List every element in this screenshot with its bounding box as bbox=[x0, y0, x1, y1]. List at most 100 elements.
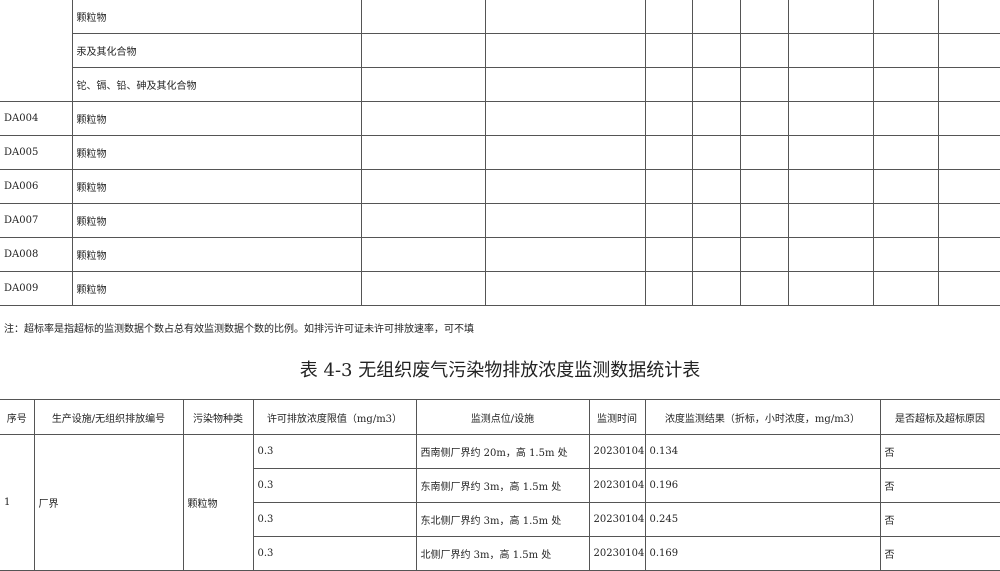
exceed-cell: 否 bbox=[879, 502, 1000, 537]
table-row: DA004 颗粒物 bbox=[0, 101, 1000, 136]
empty-cell bbox=[872, 101, 939, 136]
empty-cell bbox=[787, 33, 874, 68]
result-cell: 0.169 bbox=[644, 536, 881, 571]
empty-cell bbox=[360, 135, 486, 170]
empty-cell bbox=[872, 0, 939, 34]
empty-cell bbox=[872, 271, 939, 306]
header-cell: 许可排放浓度限值（mg/m3） bbox=[252, 399, 417, 435]
table-row: DA009 颗粒物 bbox=[0, 271, 1000, 306]
empty-cell bbox=[691, 237, 741, 272]
empty-cell bbox=[739, 203, 789, 238]
outlet-id-cell: DA007 bbox=[0, 203, 73, 238]
empty-cell bbox=[787, 237, 874, 272]
header-cell: 监测点位/设施 bbox=[415, 399, 590, 435]
outlet-id-cell: DA005 bbox=[0, 135, 73, 170]
empty-cell bbox=[739, 169, 789, 204]
empty-cell bbox=[484, 33, 646, 68]
table-row: DA005 颗粒物 bbox=[0, 135, 1000, 170]
empty-cell bbox=[937, 169, 1000, 204]
empty-cell bbox=[872, 237, 939, 272]
empty-cell bbox=[644, 135, 693, 170]
monitoring-point-cell: 北侧厂界约 3m，高 1.5m 处 bbox=[415, 536, 590, 571]
empty-cell bbox=[739, 0, 789, 34]
exceed-cell: 否 bbox=[879, 434, 1000, 469]
facility-cell: 厂界 bbox=[33, 434, 184, 571]
header-cell: 浓度监测结果（折标，小时浓度，mg/m3） bbox=[644, 399, 881, 435]
empty-cell bbox=[484, 271, 646, 306]
empty-cell bbox=[360, 203, 486, 238]
outlet-id-cell bbox=[0, 0, 73, 102]
empty-cell bbox=[787, 67, 874, 102]
table-row: 0.3 北侧厂界约 3m，高 1.5m 处 20230104 0.169 否 bbox=[0, 536, 1000, 571]
monitoring-time-cell: 20230104 bbox=[588, 468, 646, 503]
result-cell: 0.245 bbox=[644, 502, 881, 537]
empty-cell bbox=[691, 33, 741, 68]
empty-cell bbox=[644, 101, 693, 136]
empty-cell bbox=[644, 203, 693, 238]
result-cell: 0.196 bbox=[644, 468, 881, 503]
empty-cell bbox=[691, 135, 741, 170]
empty-cell bbox=[937, 135, 1000, 170]
empty-cell bbox=[872, 33, 939, 68]
empty-cell bbox=[787, 271, 874, 306]
empty-cell bbox=[644, 169, 693, 204]
empty-cell bbox=[937, 237, 1000, 272]
empty-cell bbox=[360, 67, 486, 102]
empty-cell bbox=[937, 203, 1000, 238]
empty-cell bbox=[360, 237, 486, 272]
empty-cell bbox=[937, 33, 1000, 68]
empty-cell bbox=[644, 271, 693, 306]
pollutant-cell: 颗粒物 bbox=[182, 434, 254, 571]
pollutant-cell: 颗粒物 bbox=[71, 101, 362, 136]
exceed-cell: 否 bbox=[879, 468, 1000, 503]
empty-cell bbox=[787, 169, 874, 204]
empty-cell bbox=[691, 169, 741, 204]
empty-cell bbox=[484, 237, 646, 272]
outlet-id-cell: DA009 bbox=[0, 271, 73, 306]
table-row: 铊、镉、铅、砷及其化合物 bbox=[0, 67, 1000, 102]
empty-cell bbox=[360, 0, 486, 34]
table-row: 汞及其化合物 bbox=[0, 33, 1000, 68]
empty-cell bbox=[691, 203, 741, 238]
outlet-id-cell: DA004 bbox=[0, 101, 73, 136]
pollutant-cell: 颗粒物 bbox=[71, 169, 362, 204]
outlet-id-cell: DA008 bbox=[0, 237, 73, 272]
empty-cell bbox=[739, 271, 789, 306]
empty-cell bbox=[484, 0, 646, 34]
pollutant-cell: 颗粒物 bbox=[71, 135, 362, 170]
empty-cell bbox=[644, 237, 693, 272]
pollutant-cell: 颗粒物 bbox=[71, 203, 362, 238]
pollutant-cell: 颗粒物 bbox=[71, 271, 362, 306]
outlet-id-cell: DA006 bbox=[0, 169, 73, 204]
table-header-row: 序号 生产设施/无组织排放编号 污染物种类 许可排放浓度限值（mg/m3） 监测… bbox=[0, 399, 1000, 435]
table-row: DA008 颗粒物 bbox=[0, 237, 1000, 272]
pollutant-cell: 铊、镉、铅、砷及其化合物 bbox=[72, 67, 362, 102]
empty-cell bbox=[937, 67, 1000, 102]
limit-cell: 0.3 bbox=[253, 468, 417, 503]
exceed-cell: 否 bbox=[879, 536, 1000, 571]
header-cell: 污染物种类 bbox=[182, 399, 254, 435]
serial-number-cell: 1 bbox=[0, 434, 35, 571]
empty-cell bbox=[360, 271, 486, 306]
empty-cell bbox=[484, 67, 646, 102]
empty-cell bbox=[739, 135, 789, 170]
empty-cell bbox=[691, 101, 741, 136]
table-row: 0.3 东北侧厂界约 3m，高 1.5m 处 20230104 0.245 否 bbox=[0, 502, 1000, 537]
empty-cell bbox=[787, 135, 874, 170]
limit-cell: 0.3 bbox=[253, 536, 417, 571]
empty-cell bbox=[739, 101, 789, 136]
monitoring-time-cell: 20230104 bbox=[588, 434, 646, 469]
empty-cell bbox=[691, 67, 741, 102]
table-title: 表 4-3 无组织废气污染物排放浓度监测数据统计表 bbox=[299, 360, 701, 381]
empty-cell bbox=[872, 67, 939, 102]
table-row: 颗粒物 bbox=[0, 0, 1000, 102]
empty-cell bbox=[360, 169, 486, 204]
empty-cell bbox=[644, 0, 693, 34]
empty-cell bbox=[644, 33, 693, 68]
pollutant-cell: 颗粒物 bbox=[71, 237, 362, 272]
pollutant-cell: 汞及其化合物 bbox=[72, 33, 362, 68]
empty-cell bbox=[484, 135, 646, 170]
empty-cell bbox=[644, 67, 693, 102]
pollutant-cell: 颗粒物 bbox=[71, 0, 362, 34]
table-row: DA007 颗粒物 bbox=[0, 203, 1000, 238]
